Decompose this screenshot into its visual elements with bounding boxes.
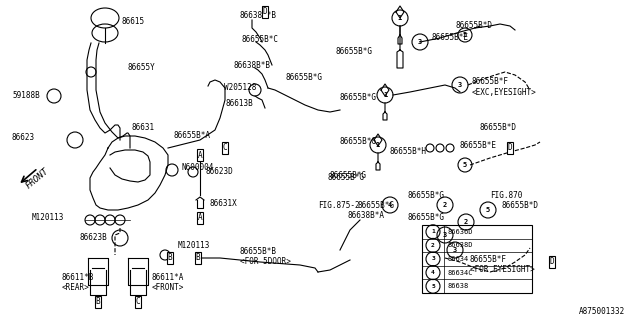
Text: 86631X: 86631X <box>210 199 237 209</box>
Text: 86638D: 86638D <box>448 243 474 248</box>
Text: 1: 1 <box>398 15 402 21</box>
Text: 2: 2 <box>431 243 435 248</box>
Text: D: D <box>550 258 554 267</box>
Text: FIG.870: FIG.870 <box>490 190 522 199</box>
Text: 86655B*G: 86655B*G <box>285 74 322 83</box>
Text: 59188B: 59188B <box>12 92 40 100</box>
Text: 1: 1 <box>376 142 380 148</box>
Text: B: B <box>196 253 200 262</box>
Text: <FOR EYESIGHT>: <FOR EYESIGHT> <box>470 266 535 275</box>
Text: D: D <box>508 143 512 153</box>
Text: <FRONT>: <FRONT> <box>152 283 184 292</box>
Text: A: A <box>198 213 202 222</box>
Text: W205128: W205128 <box>224 84 257 92</box>
Text: 86613B: 86613B <box>226 100 253 108</box>
Text: 86634C: 86634C <box>448 269 474 276</box>
Text: 86655B*E: 86655B*E <box>432 34 469 43</box>
Text: C: C <box>136 298 140 307</box>
Text: M120113: M120113 <box>178 241 211 250</box>
Text: 86655B*C: 86655B*C <box>242 36 279 44</box>
Text: 3: 3 <box>453 247 457 253</box>
Text: C: C <box>223 143 227 153</box>
Text: N600004: N600004 <box>182 164 214 172</box>
Text: A875001332: A875001332 <box>579 308 625 316</box>
FancyBboxPatch shape <box>422 225 532 293</box>
Text: 86638: 86638 <box>448 283 469 289</box>
Text: 86655B*D: 86655B*D <box>502 201 539 210</box>
Text: 2: 2 <box>464 219 468 225</box>
Text: A: A <box>198 150 202 159</box>
Text: 86611*A: 86611*A <box>152 274 184 283</box>
Text: B: B <box>168 253 172 262</box>
Text: 86655B*G: 86655B*G <box>330 171 367 180</box>
Text: 2: 2 <box>443 202 447 208</box>
Text: 5: 5 <box>463 32 467 38</box>
Text: FRONT: FRONT <box>24 166 51 190</box>
Text: <EXC,EYESIGHT>: <EXC,EYESIGHT> <box>472 87 537 97</box>
Text: FIG.875-2: FIG.875-2 <box>318 201 360 210</box>
Text: M120113: M120113 <box>32 213 65 222</box>
Text: 4: 4 <box>431 270 435 275</box>
Text: 86655B*E: 86655B*E <box>460 140 497 149</box>
Text: 3: 3 <box>443 232 447 238</box>
Text: 86655B*G: 86655B*G <box>328 173 365 182</box>
Text: 86615: 86615 <box>122 18 145 27</box>
Text: 86655B*G: 86655B*G <box>408 213 445 222</box>
Text: <FOR 5DOOR>: <FOR 5DOOR> <box>240 258 291 267</box>
Text: B: B <box>96 298 100 307</box>
Text: 86655B*B: 86655B*B <box>240 247 277 257</box>
Text: 86623: 86623 <box>12 133 35 142</box>
Text: <REAR>: <REAR> <box>62 283 90 292</box>
Text: 86655B*G: 86655B*G <box>408 190 445 199</box>
Text: 86638B*B: 86638B*B <box>240 12 277 20</box>
Text: 4: 4 <box>388 202 392 208</box>
Text: 86655B*H: 86655B*H <box>390 148 427 156</box>
Text: 86655B*G: 86655B*G <box>358 201 395 210</box>
Text: 5: 5 <box>463 162 467 168</box>
Text: 5: 5 <box>486 207 490 213</box>
Text: 3: 3 <box>431 257 435 261</box>
Text: 86623B: 86623B <box>80 234 108 243</box>
Text: 86655B*D: 86655B*D <box>480 124 517 132</box>
Text: 86655B*G: 86655B*G <box>340 138 377 147</box>
Text: 86655B*G: 86655B*G <box>335 47 372 57</box>
Text: 3: 3 <box>418 39 422 45</box>
Text: 86655B*F: 86655B*F <box>472 77 509 86</box>
Text: 86655B*D: 86655B*D <box>455 21 492 30</box>
Text: 86631: 86631 <box>132 124 155 132</box>
Text: D: D <box>262 7 268 17</box>
Text: 86655Y: 86655Y <box>128 63 156 73</box>
Text: 5: 5 <box>431 284 435 289</box>
Text: 86655B*G: 86655B*G <box>340 93 377 102</box>
Text: 86638B*A: 86638B*A <box>348 211 385 220</box>
Text: 86611*B: 86611*B <box>62 274 94 283</box>
Text: 86623D: 86623D <box>205 167 233 177</box>
Text: 1: 1 <box>383 92 387 98</box>
Text: 86655B*F: 86655B*F <box>470 255 507 265</box>
Text: 86634: 86634 <box>448 256 469 262</box>
Text: 1: 1 <box>431 229 435 234</box>
Text: 3: 3 <box>458 82 462 88</box>
Text: 86636D: 86636D <box>448 229 474 235</box>
Text: 86638B*B: 86638B*B <box>234 61 271 70</box>
Text: 86655B*A: 86655B*A <box>173 131 210 140</box>
